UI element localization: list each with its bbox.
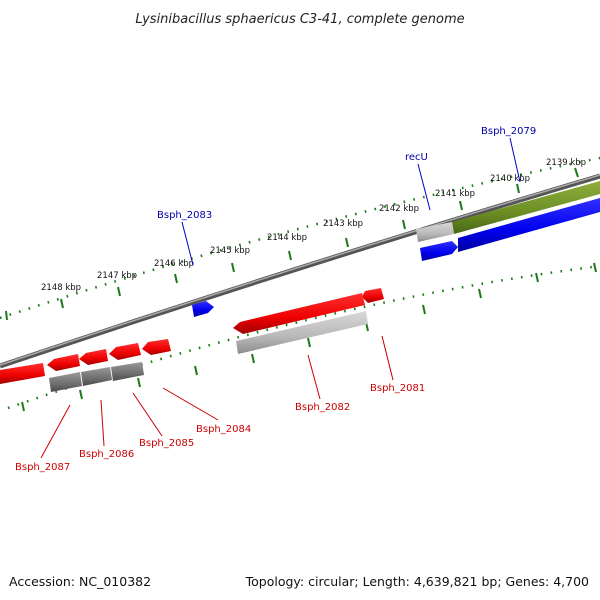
gene-bsph-2081[interactable] (362, 288, 384, 303)
label-bsph-2083[interactable]: Bsph_2083 (157, 210, 212, 221)
gene-bsph-2087-b[interactable] (0, 363, 45, 384)
label-leaders (40, 137, 521, 459)
gene-bsph-2084[interactable] (142, 339, 171, 355)
map-title: Lysinibacillus sphaericus C3-41, complet… (135, 12, 464, 27)
leader-bsph-2079 (509, 137, 521, 183)
leader-bsph-2084 (162, 387, 219, 421)
label-bsph-2085[interactable]: Bsph_2085 (139, 438, 194, 449)
cds-gray-2085[interactable] (111, 362, 144, 381)
cds-gray-2086[interactable] (81, 367, 112, 386)
label-bsph-2081[interactable]: Bsph_2081 (370, 383, 425, 394)
cds-light-reverse[interactable] (236, 311, 368, 354)
tick-label: 2140 kbp (490, 174, 530, 184)
tick-label: 2142 kbp (379, 204, 419, 214)
gene-bsph-2082[interactable] (233, 293, 365, 334)
tick-label: 2147 kbp (97, 271, 137, 281)
gene-bsph-2085[interactable] (109, 343, 141, 360)
label-bsph-2082[interactable]: Bsph_2082 (295, 402, 350, 413)
gene-recu[interactable] (420, 241, 458, 261)
cds-gray-2087[interactable] (49, 372, 82, 392)
leader-bsph-2087 (40, 404, 71, 459)
gene-bsph-2083[interactable] (192, 301, 214, 317)
leader-bsph-2086 (100, 399, 105, 447)
cds-olive[interactable] (452, 181, 600, 234)
label-recu[interactable]: recU (405, 152, 428, 163)
tick-label: 2144 kbp (267, 233, 307, 243)
tick-labels: 2139 kbp 2140 kbp 2141 kbp 2142 kbp 2143… (41, 158, 586, 293)
tick-label: 2141 kbp (435, 189, 475, 199)
leader-recu (417, 163, 431, 211)
label-bsph-2086[interactable]: Bsph_2086 (79, 449, 134, 460)
tick-label: 2143 kbp (323, 219, 363, 229)
leader-bsph-2081 (381, 335, 394, 381)
leader-bsph-2083 (181, 221, 194, 266)
tick-label: 2146 kbp (154, 259, 194, 269)
leader-bsph-2082 (307, 354, 321, 400)
accession-text: Accession: NC_010382 (9, 574, 151, 589)
genome-backbone (0, 173, 600, 369)
gene-bsph-2086[interactable] (79, 349, 108, 365)
tick-label: 2148 kbp (41, 283, 81, 293)
label-bsph-2079[interactable]: Bsph_2079 (481, 126, 536, 137)
cds-light-forward[interactable] (416, 222, 454, 242)
tick-label: 2145 kbp (210, 246, 250, 256)
label-bsph-2084[interactable]: Bsph_2084 (196, 424, 251, 435)
gene-bsph-2079[interactable] (458, 198, 600, 252)
leader-bsph-2085 (132, 392, 163, 437)
gene-labels: Bsph_2079 recU Bsph_2083 Bsph_2081 Bsph_… (15, 126, 536, 473)
tick-label: 2139 kbp (546, 158, 586, 168)
genome-summary-text: Topology: circular; Length: 4,639,821 bp… (245, 574, 589, 589)
outer-major-ticks (5, 167, 579, 321)
label-bsph-2087[interactable]: Bsph_2087 (15, 462, 70, 473)
gene-bsph-2087-a[interactable] (47, 354, 80, 371)
